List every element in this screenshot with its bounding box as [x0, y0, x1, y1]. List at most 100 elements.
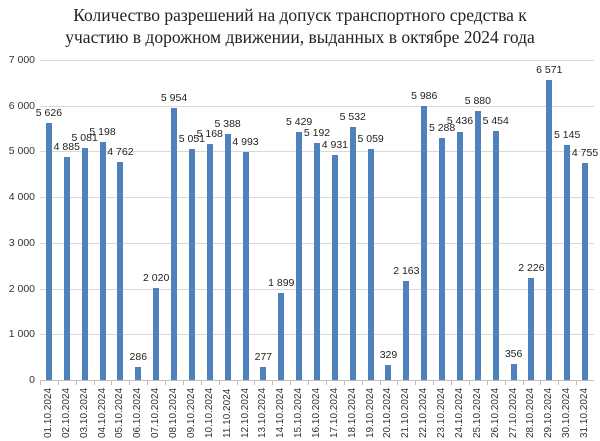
x-tick-label: 23.10.2024: [436, 387, 448, 438]
bar: [260, 367, 267, 380]
bar-value-label: 4 755: [571, 146, 599, 159]
bar: [135, 366, 142, 380]
bar-value-label: 5 388: [214, 117, 241, 130]
x-tick-label: 19.10.2024: [364, 387, 376, 438]
bar: [331, 154, 338, 380]
bar-value-label: 5 429: [285, 115, 313, 128]
x-tick: [111, 381, 113, 385]
bar: [564, 144, 571, 380]
y-tick-label: 0: [29, 374, 35, 386]
bar: [296, 131, 303, 380]
bar: [582, 162, 589, 380]
bar-value-label: 1 899: [268, 277, 295, 290]
x-tick-label: 22.10.2024: [418, 387, 430, 438]
y-tick-label: 6 000: [8, 99, 35, 112]
x-tick: [200, 381, 202, 385]
bar: [367, 148, 374, 380]
bar: [63, 156, 70, 380]
x-tick: [147, 381, 149, 385]
bar-value-label: 2 020: [143, 271, 170, 284]
x-tick: [236, 381, 238, 385]
x-tick-label: 20.10.2024: [382, 387, 394, 438]
x-tick-label: 17.10.2024: [328, 387, 340, 438]
bar-value-label: 2 226: [518, 262, 545, 275]
y-tick-label: 5 000: [8, 145, 35, 158]
x-tick: [379, 381, 381, 385]
y-tick-label: 2 000: [8, 282, 35, 295]
x-tick-label: 02.10.2024: [60, 387, 72, 438]
bar-value-label: 5 288: [428, 122, 456, 135]
bar-value-label: 286: [129, 350, 148, 363]
x-tick: [272, 381, 274, 385]
x-tick: [468, 381, 470, 385]
bar: [456, 131, 463, 380]
x-tick-label: 03.10.2024: [78, 387, 90, 438]
bar: [171, 107, 178, 380]
bar-value-label: 5 168: [196, 127, 223, 140]
x-tick-label: 10.10.2024: [203, 387, 215, 438]
x-tick: [325, 381, 327, 385]
x-tick: [540, 381, 542, 385]
x-tick: [361, 381, 363, 385]
bar: [349, 127, 356, 380]
bar-value-label: 5 081: [71, 131, 98, 144]
bar-value-label: 2 163: [393, 265, 420, 278]
bar: [278, 293, 285, 380]
x-tick-label: 18.10.2024: [346, 387, 358, 438]
bar: [117, 162, 124, 380]
bar: [224, 133, 231, 380]
bar: [385, 364, 392, 380]
bar-value-label: 4 762: [107, 146, 134, 159]
x-tick-label: 13.10.2024: [257, 387, 269, 438]
chart-title-line-2: участию в дорожном движении, выданных в …: [65, 27, 535, 47]
bar-value-label: 4 993: [232, 135, 259, 148]
x-tick-label: 28.10.2024: [525, 387, 537, 438]
bar: [474, 111, 481, 380]
x-tick-label: 30.10.2024: [561, 387, 573, 438]
gridline: [40, 105, 594, 107]
bar: [242, 151, 249, 380]
x-tick-label: 25.10.2024: [471, 387, 483, 438]
x-tick: [308, 381, 310, 385]
bar-value-label: 5 986: [411, 90, 438, 103]
x-tick-label: 29.10.2024: [543, 387, 555, 438]
bar: [188, 149, 195, 380]
x-tick: [415, 381, 417, 385]
x-tick: [218, 381, 220, 385]
x-tick: [254, 381, 256, 385]
bar-value-label: 4 885: [53, 140, 80, 153]
y-tick-label: 4 000: [8, 191, 35, 204]
bar: [206, 143, 213, 380]
x-tick-label: 21.10.2024: [400, 387, 412, 438]
bar: [153, 287, 160, 380]
x-tick: [558, 381, 560, 385]
x-tick-label: 01.10.2024: [42, 387, 54, 438]
x-tick: [397, 381, 399, 385]
chart-title-line-1: Количество разрешений на допуск транспор…: [73, 5, 527, 25]
x-tick: [290, 381, 292, 385]
x-tick-label: 06.10.2024: [132, 387, 144, 438]
x-tick-label: 08.10.2024: [168, 387, 180, 438]
x-tick: [57, 381, 59, 385]
bar: [492, 130, 499, 380]
x-tick: [522, 381, 524, 385]
x-tick: [129, 381, 131, 385]
bar-value-label: 5 532: [339, 111, 366, 124]
x-tick-label: 15.10.2024: [293, 387, 305, 438]
x-tick: [75, 381, 77, 385]
bar-value-label: 5 454: [482, 114, 509, 127]
x-tick-label: 27.10.2024: [507, 387, 519, 438]
bar: [439, 138, 446, 380]
bar-value-label: 4 931: [321, 138, 348, 151]
x-tick: [40, 381, 41, 385]
x-tick: [486, 381, 488, 385]
x-tick-label: 11.10.2024: [221, 388, 233, 438]
x-tick-label: 16.10.2024: [311, 387, 322, 438]
bar: [510, 363, 517, 380]
bar: [45, 122, 52, 380]
x-tick: [182, 381, 184, 385]
bar: [403, 281, 410, 380]
bar: [421, 106, 428, 380]
x-tick-label: 04.10.2024: [96, 387, 108, 438]
bar-value-label: 5 059: [357, 132, 384, 145]
